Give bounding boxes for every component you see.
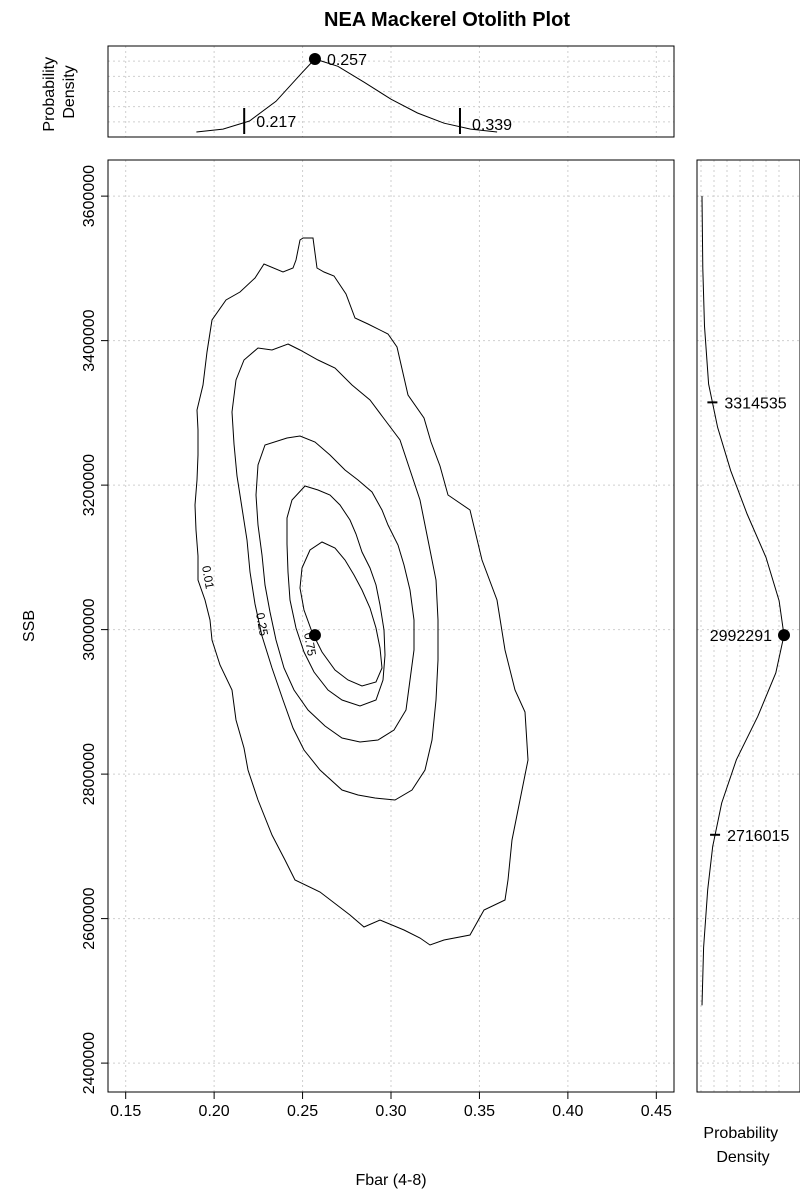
fbar-upper-label: 0.339 [472, 117, 512, 134]
fbar-median-label: 0.257 [327, 52, 367, 69]
fbar-density-curve [196, 58, 498, 133]
fbar-density-ylabel-line-1: Probability [41, 57, 58, 132]
chart-title: NEA Mackerel Otolith Plot [324, 9, 570, 31]
x-tick-label-0: 0.15 [110, 1103, 141, 1120]
fbar-density-ylabel-line-2: Density [61, 65, 78, 118]
contour-panel: 0.15 0.20 0.25 0.30 0.35 0.40 0.45 2400000 2600… [21, 159, 675, 1189]
y-axis-label: SSB [21, 610, 38, 642]
x-tick-label-1: 0.20 [199, 1103, 230, 1120]
x-tick-label-4: 0.35 [464, 1103, 495, 1120]
ssb-density-panel: Probability Density 2716015 3314535 299229… [696, 159, 800, 1166]
ssb-density-grid [697, 160, 800, 1092]
ssb-density-frame [696, 159, 800, 1093]
contour-0.75 [286, 485, 386, 707]
contour-0.95 [299, 541, 383, 687]
fbar-density-ylabel: Probability Density [41, 52, 78, 131]
fbar-density-panel: Probability Density 0.217 0.339 0.257 [41, 45, 675, 138]
fbar-median-marker [308, 53, 321, 65]
x-tick-label-6: 0.45 [641, 1103, 672, 1120]
x-axis: 0.15 0.20 0.25 0.30 0.35 0.40 0.45 [110, 1092, 672, 1120]
ssb-quantile-markers: 2716015 3314535 2992291 [707, 395, 790, 845]
contour-0.01 [194, 237, 529, 946]
x-axis-label: Fbar (4-8) [355, 1172, 426, 1189]
x-tick-label-3: 0.30 [375, 1103, 406, 1120]
y-tick-label-2: 2800000 [81, 743, 98, 805]
contour-0.25 [231, 343, 439, 801]
x-tick-label-5: 0.40 [552, 1103, 583, 1120]
y-tick-label-1: 2600000 [81, 887, 98, 949]
ssb-density-xlabel: Probability Density [703, 1125, 782, 1166]
ssb-density-curve [701, 196, 785, 1006]
fbar-density-grid [108, 46, 674, 137]
fbar-lower-label: 0.217 [256, 114, 296, 131]
y-axis: 2400000 2600000 2800000 3000000 3200000 34000… [81, 165, 108, 1094]
x-tick-label-2: 0.25 [287, 1103, 318, 1120]
y-tick-label-4: 3200000 [81, 454, 98, 516]
ssb-lower-label: 2716015 [727, 828, 789, 845]
ssb-median-label: 2992291 [710, 628, 772, 645]
y-tick-label-3: 3000000 [81, 598, 98, 660]
ssb-upper-label: 3314535 [724, 395, 786, 412]
ssb-density-xlabel-line-1: Probability [703, 1125, 778, 1142]
ssb-density-xlabel-line-2: Density [716, 1149, 769, 1166]
fbar-density-frame [107, 45, 675, 138]
y-tick-label-6: 3600000 [81, 165, 98, 227]
point-estimate-marker [308, 629, 321, 642]
contour-grid [108, 160, 674, 1092]
y-tick-label-5: 3400000 [81, 309, 98, 371]
y-tick-label-0: 2400000 [81, 1032, 98, 1094]
contour-label-0.25: 0.25 [253, 612, 271, 638]
contour-0.50 [255, 435, 415, 743]
fbar-quantile-markers: 0.217 0.339 0.257 [243, 52, 512, 134]
contour-label-0.01: 0.01 [199, 565, 217, 591]
ssb-median-marker [778, 629, 790, 642]
